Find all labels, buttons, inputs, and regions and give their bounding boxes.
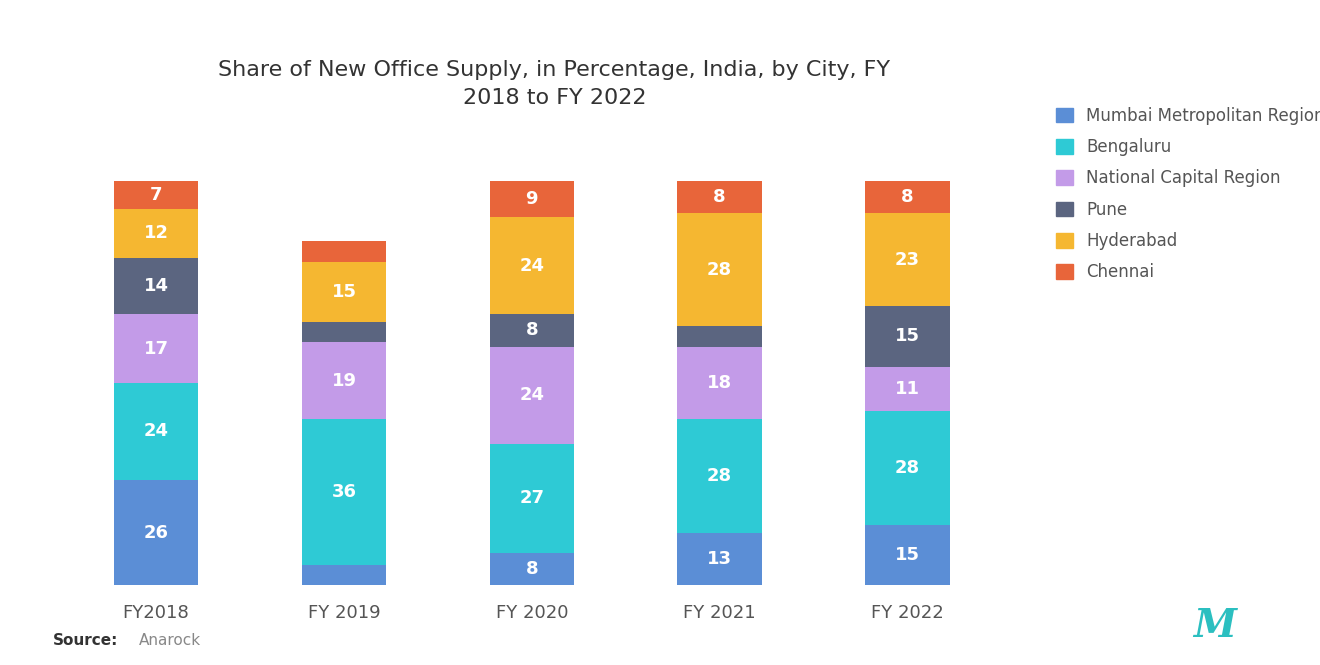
Text: 27: 27 <box>519 489 544 507</box>
Bar <box>302 241 387 261</box>
Bar <box>302 261 387 323</box>
Bar <box>865 213 950 306</box>
Text: 23: 23 <box>895 251 920 269</box>
Text: 14: 14 <box>144 277 169 295</box>
Bar <box>490 181 574 217</box>
Text: 15: 15 <box>895 327 920 345</box>
Bar <box>114 314 198 383</box>
Bar <box>114 383 198 480</box>
Text: 11: 11 <box>895 380 920 398</box>
Bar <box>114 257 198 314</box>
Text: 19: 19 <box>331 372 356 390</box>
Text: 9: 9 <box>525 190 539 208</box>
Bar <box>677 533 762 585</box>
Text: 24: 24 <box>519 257 544 275</box>
Bar <box>865 367 950 411</box>
Text: 13: 13 <box>708 550 733 568</box>
Bar <box>865 306 950 367</box>
Text: 15: 15 <box>331 283 356 301</box>
Bar <box>114 209 198 257</box>
Bar <box>490 444 574 553</box>
Text: 8: 8 <box>525 560 539 578</box>
Text: 7: 7 <box>150 186 162 203</box>
Bar <box>677 181 762 213</box>
Legend: Mumbai Metropolitan Region, Bengaluru, National Capital Region, Pune, Hyderabad,: Mumbai Metropolitan Region, Bengaluru, N… <box>1048 98 1320 290</box>
Bar <box>677 346 762 420</box>
Bar <box>114 181 198 209</box>
Bar <box>302 565 387 585</box>
Text: 8: 8 <box>902 188 913 206</box>
Bar <box>490 346 574 444</box>
Bar <box>490 314 574 346</box>
Text: 24: 24 <box>519 386 544 404</box>
Text: 12: 12 <box>144 224 169 242</box>
Text: 26: 26 <box>144 523 169 541</box>
Bar <box>302 420 387 565</box>
Bar <box>865 181 950 213</box>
Bar <box>865 411 950 525</box>
Text: 15: 15 <box>895 546 920 564</box>
Text: 8: 8 <box>713 188 726 206</box>
Text: Anarock: Anarock <box>139 633 201 648</box>
Text: 18: 18 <box>708 374 733 392</box>
Text: Μ: Μ <box>1193 607 1236 645</box>
Bar <box>677 327 762 346</box>
Text: 28: 28 <box>708 261 733 279</box>
Bar <box>302 342 387 420</box>
Bar <box>677 420 762 533</box>
Text: 28: 28 <box>895 459 920 477</box>
Text: 17: 17 <box>144 340 169 358</box>
Text: 24: 24 <box>144 422 169 440</box>
Text: 28: 28 <box>708 467 733 485</box>
Bar <box>302 323 387 342</box>
Text: Share of New Office Supply, in Percentage, India, by City, FY
2018 to FY 2022: Share of New Office Supply, in Percentag… <box>218 60 891 108</box>
Text: 8: 8 <box>525 321 539 339</box>
Text: 36: 36 <box>331 483 356 501</box>
Bar <box>114 480 198 585</box>
Bar <box>677 213 762 327</box>
Text: Source:: Source: <box>53 633 119 648</box>
Bar <box>865 525 950 585</box>
Bar <box>490 217 574 314</box>
Bar <box>490 553 574 585</box>
